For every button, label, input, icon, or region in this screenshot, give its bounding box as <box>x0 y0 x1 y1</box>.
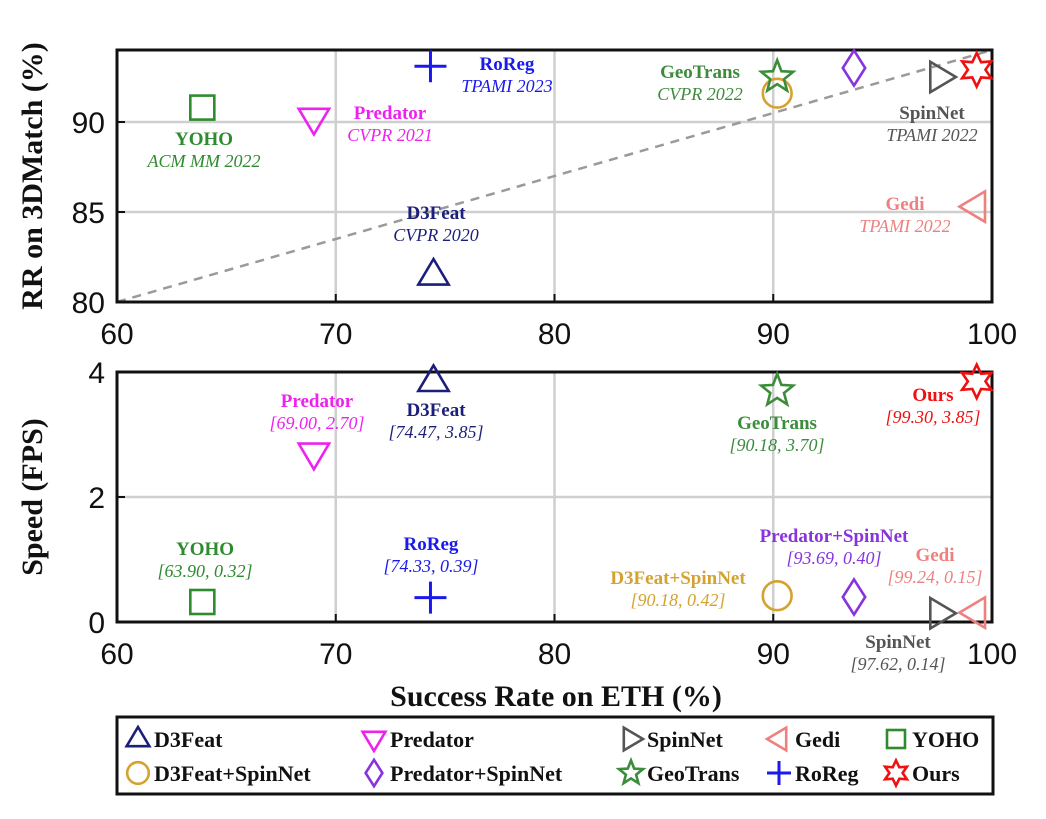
annotation-name: Predator+SpinNet <box>760 526 909 547</box>
x-tick-label: 80 <box>538 638 571 671</box>
legend-label-yoho: YOHO <box>912 727 979 752</box>
point-gedi <box>956 595 987 631</box>
y-axis-title: RR on 3DMatch (%) <box>16 42 49 309</box>
annotation-name: Gedi <box>915 545 954 566</box>
y-tick-label: 90 <box>72 107 105 140</box>
legend-marker-ours <box>882 757 910 789</box>
y-axis-title: Speed (FPS) <box>16 418 49 576</box>
legend-marker-spinnet <box>622 725 646 753</box>
point-yoho <box>189 94 216 121</box>
point-roreg <box>414 50 447 83</box>
x-tick-label: 60 <box>100 638 133 671</box>
point-yoho <box>189 588 216 616</box>
point-roreg <box>414 581 447 614</box>
y-tick-label: 4 <box>88 357 105 390</box>
annotation-detail: [69.00, 2.70] <box>269 413 364 433</box>
annotation-detail: [63.90, 0.32] <box>157 561 252 581</box>
x-tick-label: 70 <box>319 638 352 671</box>
point-ours <box>959 361 994 402</box>
annotation-name: GeoTrans <box>660 62 740 83</box>
x-tick-label: 100 <box>967 638 1017 671</box>
x-tick-label: 90 <box>757 318 790 351</box>
legend-label-spinnet: SpinNet <box>647 727 723 752</box>
annotation-name: Ours <box>912 385 953 406</box>
annotation-name: D3Feat <box>406 203 466 224</box>
legend-label-ours: Ours <box>912 761 960 786</box>
legend-label-predator-plus-spinnet: Predator+SpinNet <box>390 761 563 786</box>
point-d3feat-plus-spinnet <box>761 77 793 109</box>
annotation-detail: [97.62, 0.14] <box>850 654 945 674</box>
point-geotrans <box>757 370 797 408</box>
legend-label-predator: Predator <box>390 727 474 752</box>
point-d3feat-plus-spinnet <box>761 580 793 612</box>
annotation-detail: CVPR 2020 <box>393 225 479 245</box>
legend-marker-d3feat <box>124 724 152 748</box>
x-tick-label: 100 <box>967 318 1017 351</box>
point-d3feat <box>416 362 451 393</box>
x-tick-label: 90 <box>757 638 790 671</box>
annotation-detail: [99.24, 0.15] <box>887 567 982 587</box>
legend-label-d3feat-plus-spinnet: D3Feat+SpinNet <box>154 761 311 786</box>
annotation-detail: [93.69, 0.40] <box>786 548 881 568</box>
point-gedi <box>956 189 987 225</box>
x-tick-label: 60 <box>100 318 133 351</box>
annotation-detail: [74.47, 3.85] <box>388 422 483 442</box>
point-predator-plus-spinnet <box>841 576 867 618</box>
reference-line <box>116 48 993 304</box>
annotation-name: GeoTrans <box>737 413 817 434</box>
annotation-detail: CVPR 2021 <box>347 125 433 145</box>
annotation-detail: [90.18, 0.42] <box>630 590 725 610</box>
annotation-name: YOHO <box>176 539 234 560</box>
bottom-panel: 60 70 80 90 100 0 2 4 Speed (FPS) Predator[69.00,… <box>16 357 1017 674</box>
annotation-detail: TPAMI 2023 <box>461 76 552 96</box>
annotation-detail: TPAMI 2022 <box>859 216 950 236</box>
annotation-detail: ACM MM 2022 <box>147 151 261 171</box>
annotation-name: D3Feat+SpinNet <box>610 568 746 589</box>
legend-marker-predator <box>360 730 388 754</box>
point-predator-plus-spinnet <box>841 47 867 89</box>
annotation-detail: TPAMI 2022 <box>886 125 977 145</box>
annotation-detail: [99.30, 3.85] <box>885 407 980 427</box>
annotation-name: Predator <box>281 391 354 412</box>
point-geotrans <box>757 56 797 94</box>
legend-marker-d3feat-plus-spinnet <box>125 760 151 786</box>
y-tick-label: 85 <box>72 197 105 230</box>
annotation-name: RoReg <box>404 534 459 555</box>
annotation-name: RoReg <box>480 54 535 75</box>
x-axis-title: Success Rate on ETH (%) <box>390 680 722 713</box>
annotation-name: SpinNet <box>865 632 931 653</box>
y-tick-label: 2 <box>88 482 105 515</box>
legend-label-d3feat: D3Feat <box>154 727 223 752</box>
x-tick-label: 80 <box>538 318 571 351</box>
legend-marker-roreg <box>767 761 791 785</box>
annotation-name: D3Feat <box>406 400 466 421</box>
point-spinnet <box>928 59 959 95</box>
legend-frame <box>115 715 995 796</box>
legend-marker-geotrans <box>615 756 647 787</box>
annotation-name: YOHO <box>175 129 233 150</box>
annotation-detail: [90.18, 3.70] <box>729 435 824 455</box>
legend-marker-gedi <box>764 725 788 753</box>
y-tick-label: 80 <box>72 287 105 320</box>
annotation-name: Gedi <box>885 194 924 215</box>
y-tick-label: 0 <box>88 607 105 640</box>
annotation-detail: [74.33, 0.39] <box>383 556 478 576</box>
point-predator <box>296 442 332 472</box>
x-tick-label: 70 <box>319 318 352 351</box>
legend: D3Feat Predator SpinNet Gedi YOHO D3Feat+Spin… <box>115 715 995 796</box>
annotation-detail: CVPR 2022 <box>657 84 743 104</box>
legend-label-gedi: Gedi <box>795 727 840 752</box>
point-d3feat <box>416 256 451 286</box>
legend-label-geotrans: GeoTrans <box>647 761 740 786</box>
point-predator <box>296 107 332 137</box>
point-ours <box>959 49 994 90</box>
annotation-name: Predator <box>354 103 427 124</box>
legend-marker-predator-plus-spinnet <box>364 757 384 789</box>
annotation-name: SpinNet <box>899 103 965 124</box>
legend-label-roreg: RoReg <box>795 761 859 786</box>
top-panel: 60 70 80 90 100 80 85 90 RR on 3DMatch (%) YOHOAC… <box>16 42 1017 351</box>
legend-marker-yoho <box>885 728 907 750</box>
point-spinnet <box>928 595 959 631</box>
